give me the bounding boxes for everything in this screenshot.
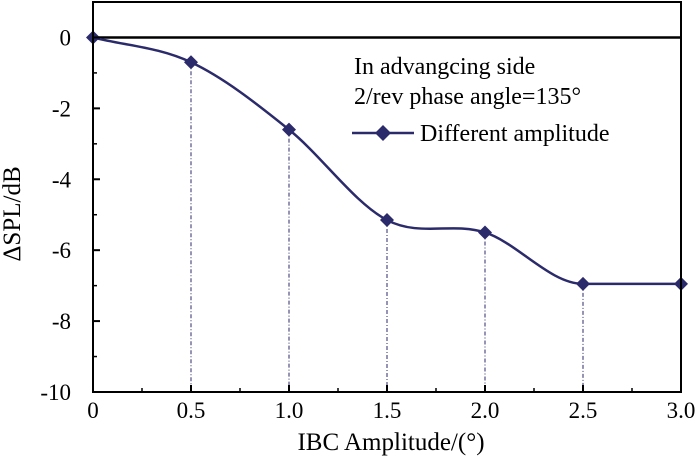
x-tick-label: 2.5 (569, 398, 598, 423)
data-point (380, 213, 394, 228)
data-point (184, 55, 198, 70)
x-tick-label: 2.0 (471, 398, 500, 423)
annotation-line-1: In advangcing side (354, 54, 535, 80)
y-axis-title: ΔSPL/dB (0, 166, 26, 261)
data-point (576, 276, 590, 291)
x-tick-label: 0.5 (177, 398, 206, 423)
y-tick-label: -8 (52, 309, 71, 334)
x-tick-label: 1.0 (275, 398, 304, 423)
data-point (282, 122, 296, 137)
data-point (478, 225, 492, 240)
x-axis-title: IBC Amplitude/(°) (297, 429, 484, 456)
x-tick-label: 0 (87, 398, 99, 423)
series-markers (86, 30, 688, 291)
axis-ticks: 0 0.5 1.0 1.5 2.0 2.5 3.0 0 -2 -4 -6 -8 -10 (40, 25, 695, 423)
legend-marker (375, 125, 391, 141)
y-tick-label: 0 (60, 25, 72, 50)
x-tick-label: 1.5 (373, 398, 402, 423)
x-tick-label: 3.0 (667, 398, 696, 423)
annotation-line-2: 2/rev phase angle=135° (354, 84, 581, 110)
y-tick-label: -10 (40, 380, 71, 405)
y-tick-label: -6 (52, 238, 71, 263)
legend-label: Different amplitude (420, 121, 610, 147)
y-tick-label: -4 (52, 167, 72, 192)
y-tick-label: -2 (52, 96, 71, 121)
